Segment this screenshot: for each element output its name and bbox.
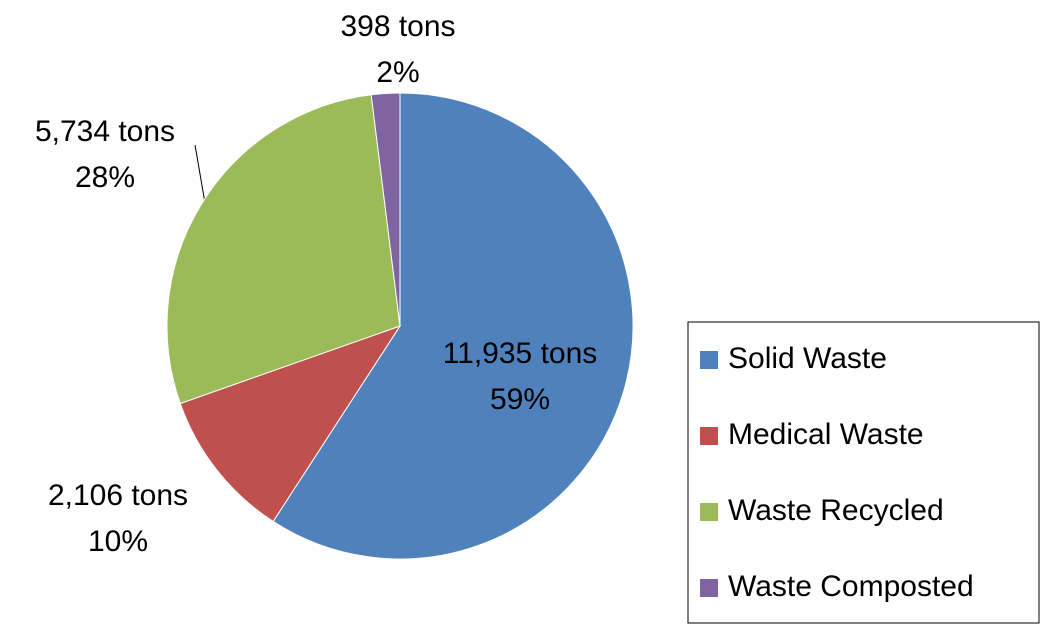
legend-label: Medical Waste [728, 418, 924, 451]
value-label: 5,734 tons [35, 115, 175, 148]
pie-slice [166, 94, 401, 405]
leader-line [194, 144, 206, 204]
legend-swatch [700, 503, 718, 521]
pie-slice [272, 92, 634, 560]
value-label: 2,106 tons [48, 479, 188, 512]
legend-swatch [700, 427, 718, 445]
legend-box [687, 321, 1040, 624]
percent-label: 59% [490, 383, 550, 416]
value-label: 11,935 tons [443, 337, 598, 370]
legend-swatch [700, 351, 718, 369]
percent-label: 10% [88, 525, 148, 558]
pie-slice [179, 325, 402, 523]
percent-label: 28% [75, 161, 135, 194]
legend-label: Waste Recycled [728, 494, 944, 527]
value-label: 398 tons [340, 10, 455, 43]
legend-label: Waste Composted [728, 570, 974, 603]
pie-slice [370, 92, 401, 327]
legend-label: Solid Waste [728, 342, 887, 375]
percent-label: 2% [376, 56, 419, 89]
legend-swatch [700, 579, 718, 597]
